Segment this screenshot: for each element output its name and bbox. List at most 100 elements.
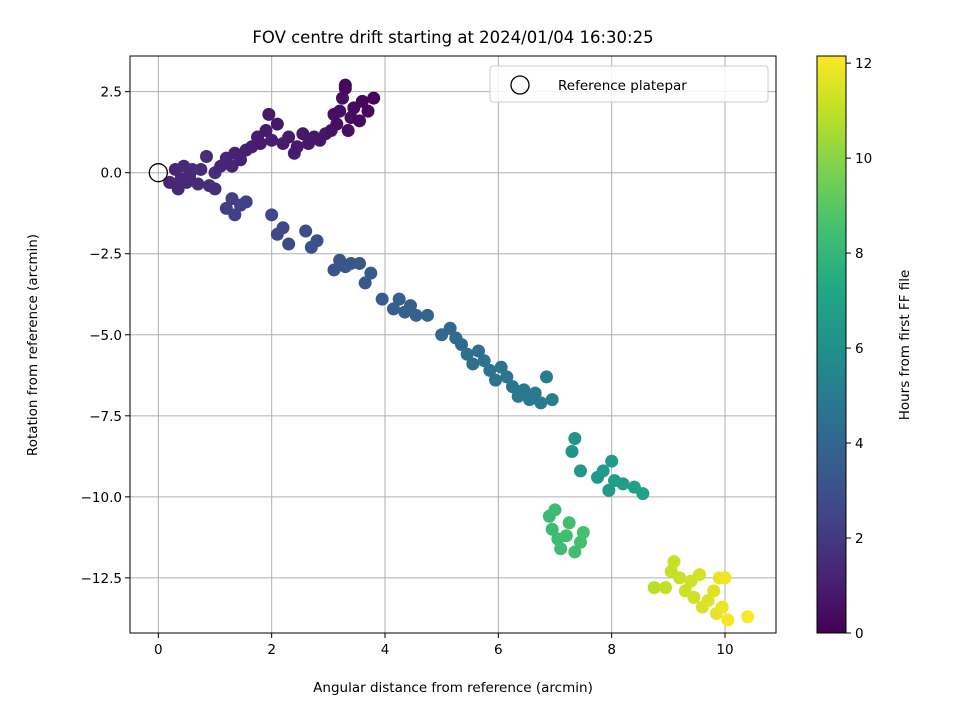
data-point xyxy=(718,571,732,585)
data-point xyxy=(375,292,389,306)
data-point xyxy=(421,308,434,322)
legend-label: Reference platepar xyxy=(558,78,687,94)
data-point xyxy=(647,581,661,595)
x-tick-label: 2 xyxy=(267,642,276,658)
data-point xyxy=(673,571,687,585)
data-point xyxy=(659,581,672,595)
data-point xyxy=(568,545,582,559)
data-point xyxy=(576,526,590,540)
x-axis-ticks: 0 2 4 6 8 10 xyxy=(154,633,734,658)
data-point xyxy=(327,263,341,277)
data-point xyxy=(715,600,729,614)
chart-title: FOV centre drift starting at 2024/01/04 … xyxy=(252,28,653,47)
data-point xyxy=(191,177,205,191)
data-point xyxy=(180,175,194,189)
data-point xyxy=(466,357,480,371)
x-tick-label: 10 xyxy=(716,642,733,658)
colorbar-ticks: 0 2 4 6 8 10 12 xyxy=(846,56,872,642)
data-point xyxy=(194,162,208,176)
data-point xyxy=(353,256,366,270)
data-point xyxy=(259,124,273,138)
data-point xyxy=(574,464,587,478)
colorbar-tick-label: 8 xyxy=(855,246,864,262)
data-point xyxy=(568,432,582,446)
data-point xyxy=(234,153,247,167)
legend: Reference platepar xyxy=(489,65,769,103)
data-point xyxy=(559,529,573,543)
colorbar-tick-label: 4 xyxy=(855,436,864,452)
reference-platepar-marker xyxy=(148,163,168,183)
data-point xyxy=(548,503,562,517)
data-point xyxy=(296,127,310,141)
data-point xyxy=(506,380,519,394)
data-point xyxy=(472,344,485,358)
data-point xyxy=(693,568,706,582)
data-points xyxy=(163,78,755,627)
data-point xyxy=(687,590,701,604)
data-point xyxy=(404,299,417,313)
data-point xyxy=(545,522,559,536)
x-axis-label: Angular distance from reference (arcmin) xyxy=(313,680,593,696)
legend-box xyxy=(489,65,769,103)
data-point xyxy=(540,370,553,384)
x-tick-label: 0 xyxy=(154,642,163,658)
x-tick-label: 4 xyxy=(381,642,390,658)
y-tick-label: −2.5 xyxy=(89,247,122,263)
data-point xyxy=(534,396,548,410)
data-point xyxy=(341,124,355,138)
data-point xyxy=(228,208,242,222)
colorbar-gradient xyxy=(816,55,847,634)
data-point xyxy=(707,584,721,598)
colorbar-tick-label: 6 xyxy=(855,341,864,357)
legend-marker-icon xyxy=(510,75,530,95)
y-axis-ticks: 2.5 0.0 −2.5 −5.0 −7.5 −10.0 −12.5 xyxy=(81,85,130,587)
data-point xyxy=(602,483,616,497)
data-point xyxy=(721,613,735,627)
data-point xyxy=(517,383,531,397)
data-point xyxy=(392,292,406,306)
data-point xyxy=(270,117,284,131)
data-point xyxy=(361,104,375,118)
colorbar: 0 2 4 6 8 10 12 Hours from first FF file xyxy=(816,55,913,642)
colorbar-tick-label: 0 xyxy=(855,626,864,642)
data-point xyxy=(562,516,576,530)
data-point xyxy=(358,276,372,290)
data-point xyxy=(282,130,296,144)
data-point xyxy=(667,555,681,569)
data-point xyxy=(239,195,253,209)
plot-frame xyxy=(129,55,777,634)
data-point xyxy=(265,208,279,222)
data-point xyxy=(489,373,502,387)
data-point xyxy=(367,91,381,105)
data-point xyxy=(299,224,313,238)
data-point xyxy=(409,308,423,322)
data-point xyxy=(200,149,213,163)
data-point xyxy=(276,221,290,235)
data-point xyxy=(338,78,352,92)
data-point xyxy=(253,137,267,151)
y-axis-label: Rotation from reference (arcmin) xyxy=(25,234,41,456)
data-point xyxy=(310,234,324,248)
data-point xyxy=(565,444,579,458)
data-point xyxy=(208,182,222,196)
data-point xyxy=(741,610,755,624)
data-point xyxy=(636,487,650,501)
data-point xyxy=(528,386,542,400)
data-point xyxy=(596,464,610,478)
y-tick-label: −12.5 xyxy=(81,571,122,587)
data-point xyxy=(605,454,619,468)
data-point xyxy=(455,338,468,351)
data-point xyxy=(327,107,341,121)
data-point xyxy=(262,107,276,121)
data-point xyxy=(500,370,514,384)
data-point xyxy=(355,94,369,108)
data-point xyxy=(616,477,630,491)
data-point xyxy=(364,266,378,280)
data-point xyxy=(387,302,400,316)
y-tick-label: −10.0 xyxy=(81,490,122,506)
data-point xyxy=(282,237,296,251)
colorbar-tick-label: 10 xyxy=(855,151,872,167)
y-tick-label: 2.5 xyxy=(101,85,122,101)
data-point xyxy=(477,354,491,368)
